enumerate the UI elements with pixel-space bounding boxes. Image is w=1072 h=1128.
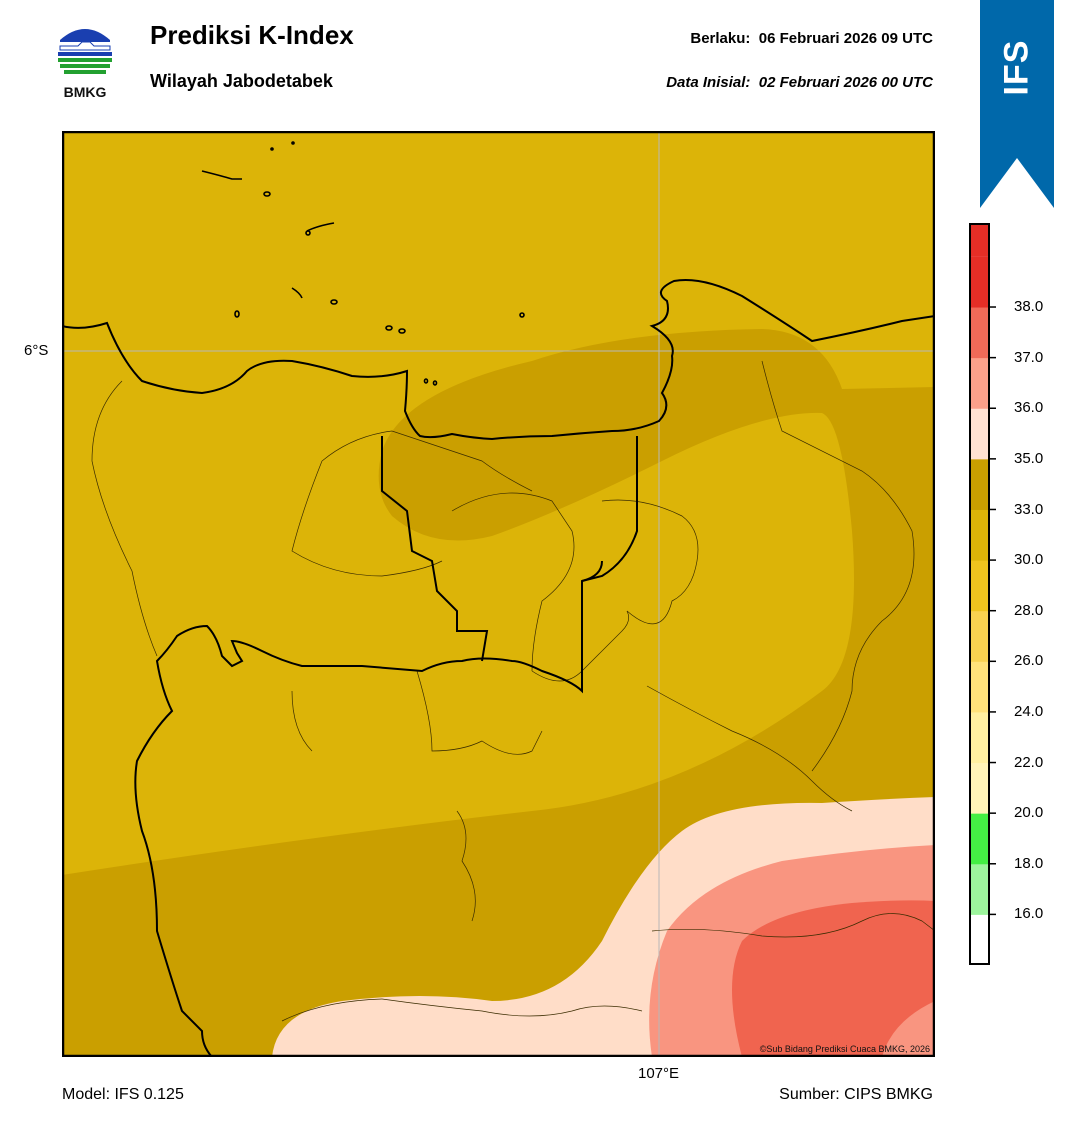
colorbar-band bbox=[969, 762, 990, 814]
colorbar-band bbox=[969, 914, 990, 965]
colorbar-tick-label: 36.0 bbox=[1014, 399, 1044, 417]
colorbar bbox=[969, 223, 990, 965]
province-boundaries bbox=[62, 279, 935, 1057]
colorbar-band bbox=[969, 863, 990, 915]
contour-36-37-se bbox=[882, 1001, 935, 1057]
map-copyright: ©Sub Bidang Prediksi Cuaca BMKG, 2026 bbox=[760, 1044, 930, 1054]
thousand-islands bbox=[201, 141, 525, 386]
colorbar-band bbox=[969, 610, 990, 662]
ifs-badge: IFS bbox=[997, 39, 1036, 95]
page-title: Prediksi K-Index bbox=[150, 20, 354, 50]
init-value: 02 Februari 2026 00 UTC bbox=[758, 74, 933, 91]
colorbar-ticks bbox=[990, 306, 996, 916]
colorbar-band bbox=[969, 560, 990, 612]
valid-value: 06 Februari 2026 09 UTC bbox=[758, 30, 933, 47]
colorbar-tick-label: 22.0 bbox=[1014, 753, 1044, 771]
init-label: Data Inisial: bbox=[666, 74, 751, 91]
valid-time: Berlaku: 06 Februari 2026 09 UTC bbox=[690, 30, 933, 47]
colorbar-band bbox=[969, 256, 990, 308]
colorbar-band bbox=[969, 509, 990, 561]
colorbar-band-top bbox=[969, 223, 990, 257]
colorbar-band bbox=[969, 711, 990, 764]
colorbar-band bbox=[969, 661, 990, 713]
colorbar-band bbox=[969, 408, 990, 460]
colorbar-band bbox=[969, 307, 990, 359]
bmkg-logo: BMKG bbox=[52, 20, 118, 102]
colorbar-tick-label: 30.0 bbox=[1014, 551, 1044, 569]
ifs-banner bbox=[980, 0, 1054, 208]
colorbar-tick-label: 37.0 bbox=[1014, 348, 1044, 366]
bmkg-emblem-icon bbox=[58, 26, 112, 74]
map-frame bbox=[62, 131, 935, 1057]
colorbar-frame bbox=[969, 223, 990, 965]
colorbar-tick-label: 18.0 bbox=[1014, 854, 1044, 872]
init-time: Data Inisial: 02 Februari 2026 00 UTC bbox=[666, 74, 933, 91]
colorbar-bands bbox=[969, 223, 990, 965]
page-subtitle: Wilayah Jabodetabek bbox=[150, 71, 333, 91]
model-info: Model: IFS 0.125 bbox=[62, 1086, 184, 1103]
colorbar-tick-label: 16.0 bbox=[1014, 905, 1044, 923]
colorbar-tick-label: 24.0 bbox=[1014, 702, 1044, 720]
longitude-label: 107°E bbox=[638, 1065, 680, 1082]
colorbar-tick-label: 38.0 bbox=[1014, 298, 1044, 315]
colorbar-tick-label: 26.0 bbox=[1014, 652, 1044, 670]
valid-label: Berlaku: bbox=[690, 30, 751, 47]
colorbar-tick-label: 20.0 bbox=[1014, 804, 1044, 822]
colorbar-band bbox=[969, 458, 990, 510]
k-index-map: ©Sub Bidang Prediksi Cuaca BMKG, 2026 bbox=[62, 131, 935, 1057]
colorbar-tick-label: 33.0 bbox=[1014, 500, 1044, 518]
contour-37-38 bbox=[732, 900, 935, 1057]
colorbar-tick-label: 35.0 bbox=[1014, 449, 1044, 467]
regency-boundaries bbox=[91, 360, 935, 1022]
colorbar-band bbox=[969, 813, 990, 865]
colorbar-tick-label: 28.0 bbox=[1014, 601, 1044, 619]
source-info: Sumber: CIPS BMKG bbox=[779, 1086, 933, 1103]
logo-text: BMKG bbox=[63, 84, 107, 100]
latitude-label: 6°S bbox=[24, 342, 49, 359]
colorbar-band bbox=[969, 357, 990, 409]
